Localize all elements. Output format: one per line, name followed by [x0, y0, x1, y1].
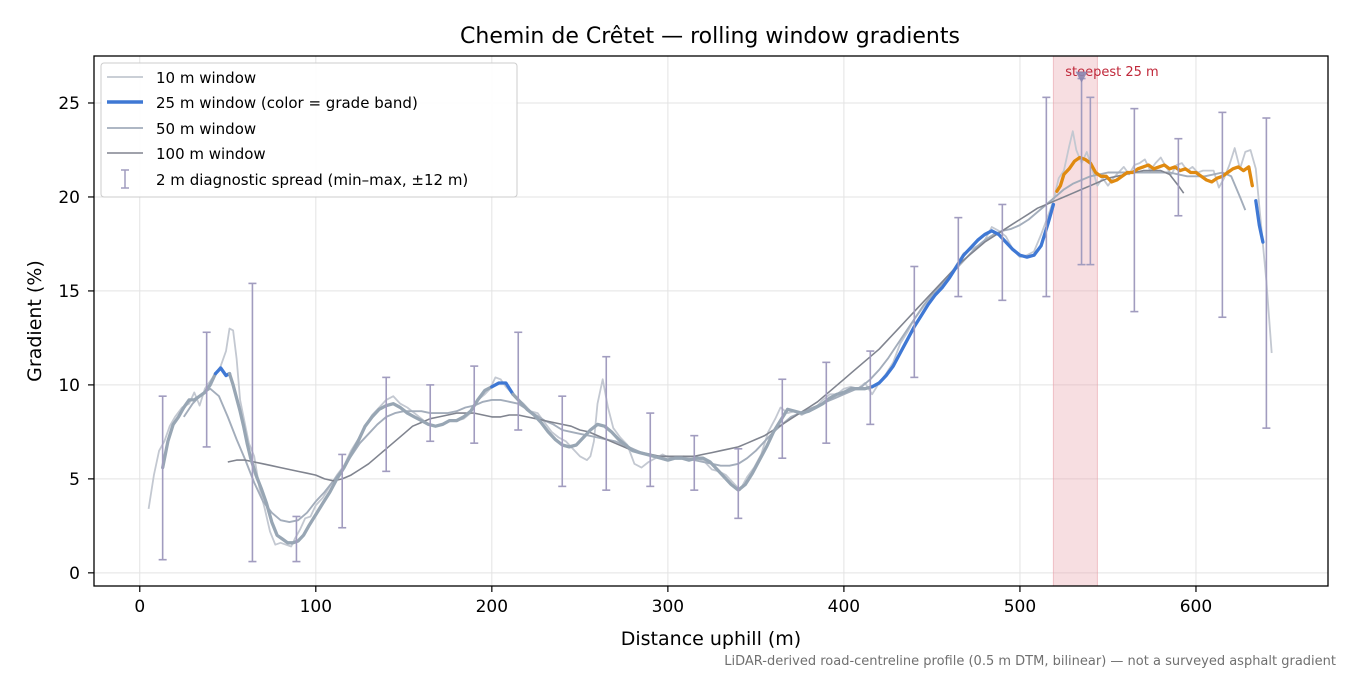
series-line-w25-orange — [1055, 155, 1254, 193]
series-line-w25-blue — [490, 381, 515, 396]
error-bar — [558, 395, 567, 488]
error-bar — [426, 384, 435, 443]
chart-title: Chemin de Crêtet — rolling window gradie… — [460, 24, 960, 49]
legend-label-10m: 10 m window — [156, 69, 256, 87]
x-tick-label: 400 — [828, 597, 860, 617]
error-bar — [292, 515, 301, 563]
x-tick-label: 100 — [300, 597, 332, 617]
error-bar — [1174, 137, 1183, 217]
y-tick-label: 5 — [69, 470, 80, 490]
error-bar — [1130, 107, 1139, 313]
y-tick-label: 25 — [58, 94, 80, 114]
annotations: steepest 25 m — [1065, 65, 1159, 83]
plot-frame — [93, 55, 1329, 587]
legend: 10 m window 25 m window (color = grade b… — [100, 62, 518, 198]
error-bar — [998, 203, 1007, 302]
series-lines — [147, 130, 1273, 548]
series-line-w25-gray — [511, 385, 874, 492]
legend-box — [100, 62, 518, 198]
error-bar — [822, 361, 831, 444]
series-line-w100 — [227, 169, 1185, 482]
error-bar — [602, 355, 611, 491]
legend-label-errorbar: 2 m diagnostic spread (min–max, ±12 m) — [156, 171, 468, 189]
legend-label-100m: 100 m window — [156, 145, 266, 163]
y-tick-label: 0 — [69, 564, 80, 584]
y-axis-label: Gradient (%) — [24, 260, 46, 382]
y-tick-label: 15 — [58, 282, 80, 302]
error-bar — [1086, 96, 1095, 266]
x-axis-label: Distance uphill (m) — [621, 628, 801, 650]
legend-swatch-errorbar — [121, 169, 129, 189]
footnote: LiDAR-derived road-centreline profile (0… — [724, 654, 1336, 669]
error-bar — [954, 216, 963, 298]
error-bar — [866, 350, 875, 426]
error-bar — [382, 376, 391, 473]
x-tick-label: 500 — [1004, 597, 1036, 617]
error-bar — [248, 282, 257, 563]
error-bar — [338, 453, 347, 529]
y-tick-label: 20 — [58, 188, 80, 208]
x-tick-label: 300 — [652, 597, 684, 617]
error-bar — [1218, 111, 1227, 319]
error-bar — [202, 331, 211, 448]
y-tick-label: 10 — [58, 376, 80, 396]
error-bar — [158, 395, 167, 561]
x-tick-label: 600 — [1180, 597, 1212, 617]
error-bar — [910, 265, 919, 379]
error-bar — [778, 378, 787, 459]
series-line-w25-blue — [870, 202, 1056, 389]
error-bar — [470, 365, 479, 444]
x-tick-label: 0 — [134, 597, 145, 617]
series-line-w50 — [183, 171, 1247, 524]
error-bar — [734, 448, 743, 520]
error-bar — [690, 434, 699, 491]
error-bar — [646, 412, 655, 488]
steepest-marker — [1075, 71, 1088, 83]
x-tick-label: 200 — [476, 597, 508, 617]
series-line-w25-blue — [213, 366, 232, 378]
axis-ticks: 0 100 200 300 400 500 600 0 5 10 15 20 25 — [58, 94, 1212, 617]
error-bars — [158, 77, 1271, 563]
legend-label-50m: 50 m window — [156, 120, 256, 138]
steepest-label: steepest 25 m — [1065, 65, 1158, 80]
error-bar — [514, 331, 523, 431]
series-line-w25-blue — [1254, 199, 1265, 244]
error-bar — [1262, 117, 1271, 429]
series-line-w25-gray — [227, 371, 494, 545]
legend-label-25m: 25 m window (color = grade band) — [156, 94, 418, 112]
error-bar — [1042, 96, 1051, 298]
